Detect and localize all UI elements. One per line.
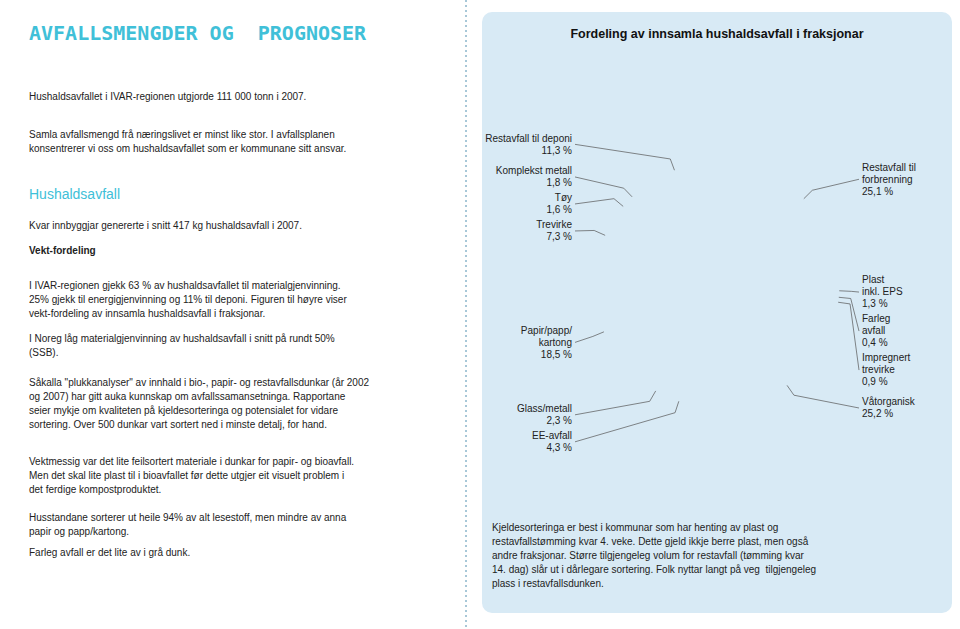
body-text: Hushaldsavfallet i IVAR-regionen utgjord… bbox=[29, 91, 306, 102]
leader-line bbox=[575, 177, 632, 197]
body-text: Samla avfallsmengd frå næringslivet er m… bbox=[29, 129, 346, 154]
data-label: 4,3 % bbox=[546, 442, 572, 453]
body-text: Husstandane sorterer ut heile 94% av alt… bbox=[29, 512, 347, 537]
body-text-line: konsentrerer vi oss om hushaldsavfallet … bbox=[29, 143, 346, 154]
data-label: 11,3 % bbox=[542, 145, 572, 156]
footer-text-line: 14. dag) slår ut i dårlegare sortering. … bbox=[492, 564, 816, 575]
body-text-line: 25% gjekk til energigjenvinning og 11% t… bbox=[29, 294, 347, 305]
slice-label-line: Trevirke bbox=[536, 219, 572, 230]
slice-label: Glass/metall bbox=[517, 403, 572, 414]
slice-label-line: Restavfall til bbox=[862, 162, 916, 173]
slice-label: EE-avfall bbox=[532, 430, 572, 441]
body-text-line: seier mykje om kvaliteten på kjeldesorte… bbox=[29, 405, 338, 416]
body-text-line: Hushaldsavfall bbox=[29, 186, 120, 202]
slice-label: Farlegavfall bbox=[862, 313, 890, 336]
footer-text-line: restavfallstømming kvar 4. veke. Dette g… bbox=[492, 536, 809, 547]
slice-label-line: Glass/metall bbox=[517, 403, 572, 414]
slice-label-line: Våtorganisk bbox=[862, 396, 916, 407]
panel-background bbox=[482, 12, 952, 613]
leader-line bbox=[839, 297, 859, 331]
slice-label: Restavfall tilforbrenning bbox=[862, 162, 916, 185]
body-text: Farleg avfall er det lite av i grå dunk. bbox=[29, 547, 190, 558]
leader-line bbox=[787, 385, 859, 408]
body-text-line: Farleg avfall er det lite av i grå dunk. bbox=[29, 547, 190, 558]
slice-label-line: Komplekst metall bbox=[496, 165, 572, 176]
leader-line bbox=[575, 332, 604, 343]
leader-line bbox=[575, 401, 679, 442]
footer-text-line: plass i restavfallsdunken. bbox=[492, 578, 604, 589]
slice-label-line: Restavfall til deponi bbox=[485, 133, 572, 144]
page-title: AVFALLSMENGDER OG PROGNOSER bbox=[29, 21, 367, 45]
slice-label-line: forbrenning bbox=[862, 174, 913, 185]
chart-title: Fordeling av innsamla hushaldsavfall i f… bbox=[570, 27, 863, 41]
body-text: Vekt-fordeling bbox=[29, 245, 96, 256]
body-text-line: sortering. Over 500 dunkar vart sortert … bbox=[29, 419, 327, 430]
body-text-line: vekt-fordeling av innsamla hushaldsavfal… bbox=[29, 308, 265, 319]
data-label: 0,9 % bbox=[862, 376, 888, 387]
page: AVFALLSMENGDER OG PROGNOSER Hushaldsavfal… bbox=[0, 0, 960, 629]
data-label: 1,3 % bbox=[862, 298, 888, 309]
slice-label: Plastinkl. EPS bbox=[862, 274, 903, 297]
body-text-line: Vektmessig var det lite feilsortert mate… bbox=[29, 456, 354, 467]
body-text-line: Kvar innbyggjar genererte i snitt 417 kg… bbox=[29, 220, 302, 231]
body-text-line: I IVAR-regionen gjekk 63 % av hushaldsav… bbox=[29, 280, 341, 291]
body-text-line: Men det skal lite plast til i bioavfalle… bbox=[29, 470, 344, 481]
body-text-line: Husstandane sorterer ut heile 94% av alt… bbox=[29, 512, 347, 523]
leader-line bbox=[575, 391, 656, 415]
slice-label-line: Impregnert bbox=[862, 352, 911, 363]
slice-label: Impregnerttrevirke bbox=[862, 352, 911, 375]
body-text-line: det ferdige kompostproduktet. bbox=[29, 484, 161, 495]
slice-label-line: avfall bbox=[862, 325, 885, 336]
slice-label-line: Farleg bbox=[862, 313, 890, 324]
body-text-line: Samla avfallsmengd frå næringslivet er m… bbox=[29, 129, 335, 140]
data-label: 25,1 % bbox=[862, 186, 893, 197]
slice-label: Trevirke bbox=[536, 219, 572, 230]
body-text: I Noreg låg materialgjenvinning av husha… bbox=[29, 333, 335, 358]
leader-line bbox=[838, 302, 859, 370]
data-label: 18,5 % bbox=[541, 349, 572, 360]
slice-label: Komplekst metall bbox=[496, 165, 572, 176]
body-text-line: Vekt-fordeling bbox=[29, 245, 96, 256]
body-text-line: Hushaldsavfallet i IVAR-regionen utgjord… bbox=[29, 91, 306, 102]
slice-label-line: Papir/papp/ bbox=[521, 325, 572, 336]
body-text-line: og 2007) har gitt auka kunnskap om avfal… bbox=[29, 391, 346, 402]
leader-line bbox=[804, 179, 859, 198]
data-label: 7,3 % bbox=[546, 231, 572, 242]
body-text: Såkalla "plukkanalyser" av innhald i bio… bbox=[29, 377, 369, 430]
footer-text-line: Kjeldesorteringa er best i kommunar som … bbox=[492, 522, 778, 533]
slice-label-line: kartong bbox=[539, 337, 572, 348]
footer-text: Kjeldesorteringa er best i kommunar som … bbox=[492, 522, 816, 589]
body-text-line: (SSB). bbox=[29, 347, 58, 358]
slice-label-line: trevirke bbox=[862, 364, 895, 375]
slice-label: Våtorganisk bbox=[862, 396, 916, 407]
body-text: Kvar innbyggjar genererte i snitt 417 kg… bbox=[29, 220, 302, 231]
slice-label-line: inkl. EPS bbox=[862, 286, 903, 297]
body-text: I IVAR-regionen gjekk 63 % av hushaldsav… bbox=[29, 280, 347, 319]
data-label: 2,3 % bbox=[546, 415, 572, 426]
slice-label: Tøy bbox=[555, 192, 572, 203]
slice-label-line: Tøy bbox=[555, 192, 572, 203]
leader-line bbox=[575, 199, 623, 207]
leader-line bbox=[575, 144, 674, 170]
slice-label-line: EE-avfall bbox=[532, 430, 572, 441]
body-text-line: Såkalla "plukkanalyser" av innhald i bio… bbox=[29, 377, 369, 388]
body-text-line: papir og papp/kartong. bbox=[29, 526, 129, 537]
labels: Restavfall tilforbrenning25,1 % Plastinkl… bbox=[485, 133, 916, 453]
leader-line bbox=[839, 291, 859, 292]
slice-label-line: Plast bbox=[862, 274, 884, 285]
body-text: Hushaldsavfall bbox=[29, 186, 120, 202]
data-label: 0,4 % bbox=[862, 337, 888, 348]
data-label: 1,6 % bbox=[546, 204, 572, 215]
slice-label: Papir/papp/kartong bbox=[521, 325, 572, 348]
divider bbox=[466, 0, 467, 629]
footer-text-line: andre fraksjonar. Større tilgjengeleg vo… bbox=[492, 550, 804, 561]
body-text: Vektmessig var det lite feilsortert mate… bbox=[29, 456, 354, 495]
slice-label: Restavfall til deponi bbox=[485, 133, 572, 144]
leader-line bbox=[575, 230, 605, 235]
data-label: 25,2 % bbox=[862, 408, 893, 419]
data-label: 1,8 % bbox=[546, 177, 572, 188]
body-text-line: I Noreg låg materialgjenvinning av husha… bbox=[29, 333, 335, 344]
